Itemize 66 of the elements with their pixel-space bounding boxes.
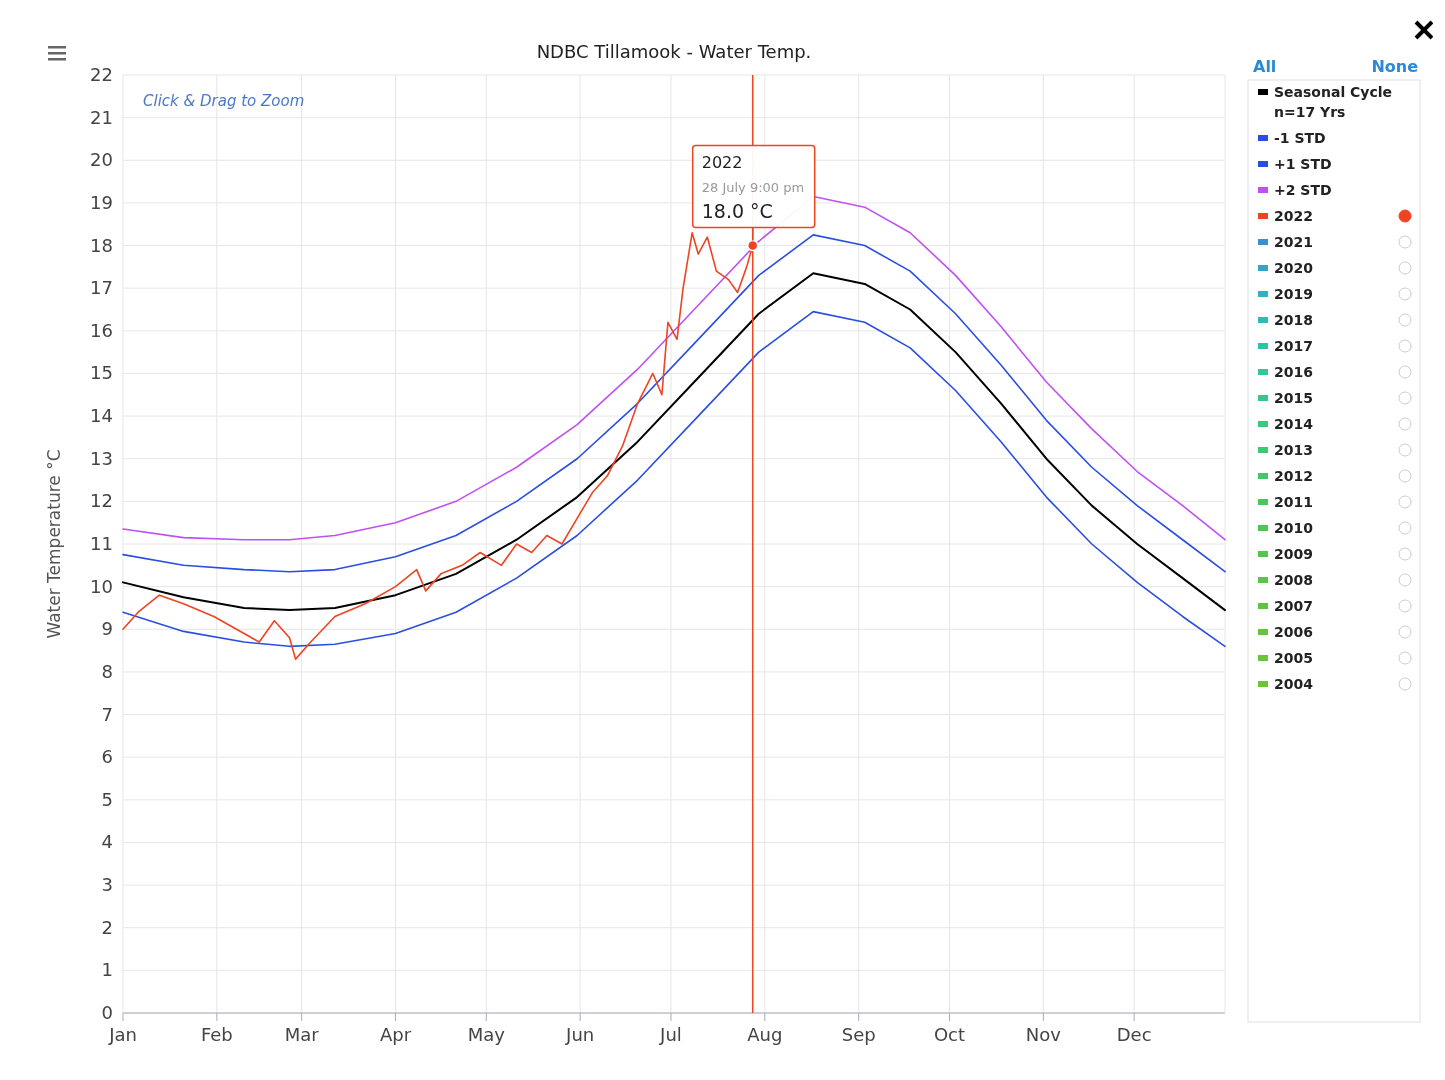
x-tick-label: Mar <box>284 1024 320 1045</box>
text: None <box>1371 57 1419 76</box>
legend-label: 2012 <box>1274 468 1313 484</box>
legend-label: 2014 <box>1274 416 1314 432</box>
y-tick-label: 12 <box>90 490 113 512</box>
annotation: 28 July 9:00 pm <box>701 179 805 195</box>
legend-label: +2 STD <box>1274 182 1332 198</box>
legend-label: 2013 <box>1274 442 1313 458</box>
legend-label: Seasonal Cycle n=17 Yrs <box>1274 84 1393 120</box>
legend-label: -1 STD <box>1274 130 1326 146</box>
x-tick-label: Dec <box>1116 1024 1152 1045</box>
y-axis-title: Water Temperature °C <box>44 449 64 639</box>
x-tick-label: Apr <box>379 1024 412 1045</box>
legend-label: 2015 <box>1274 390 1313 406</box>
legend-label: 2004 <box>1274 676 1314 692</box>
y-tick-label: 13 <box>90 447 113 469</box>
legend-label: 2021 <box>1274 234 1313 250</box>
y-tick-label: 20 <box>90 149 113 171</box>
x-tick-label: May <box>467 1024 506 1045</box>
y-tick-label: 7 <box>101 703 113 725</box>
x-tick-label: Jun <box>565 1024 595 1045</box>
y-tick-label: 18 <box>90 234 113 256</box>
y-tick-label: 21 <box>90 106 113 128</box>
x-tick-label: Jan <box>108 1024 137 1045</box>
y-tick-label: 1 <box>101 959 113 981</box>
y-tick-label: 14 <box>90 405 113 427</box>
y-tick-label: 0 <box>101 1002 113 1023</box>
y-tick-label: 15 <box>90 362 113 384</box>
x-tick-label: Oct <box>933 1024 966 1045</box>
legend-label: 2009 <box>1274 546 1313 562</box>
legend-label: 2007 <box>1274 598 1313 614</box>
y-tick-label: 16 <box>90 319 113 341</box>
y-tick-label: 4 <box>101 831 113 853</box>
y-tick-label: 9 <box>101 618 113 640</box>
annotation: Click & Drag to Zoom <box>143 92 305 110</box>
y-tick-label: 22 <box>90 64 113 85</box>
legend-label: 2008 <box>1274 572 1313 588</box>
legend-label: 2018 <box>1274 312 1313 328</box>
legend-label: +1 STD <box>1274 156 1332 172</box>
legend-label: 2022 <box>1274 208 1313 224</box>
legend-label: 2005 <box>1274 650 1313 666</box>
legend-label: 2020 <box>1274 260 1314 276</box>
y-tick-label: 3 <box>101 874 113 896</box>
legend-label: 2019 <box>1274 286 1313 302</box>
y-tick-label: 6 <box>101 746 113 768</box>
y-tick-label: 5 <box>101 788 113 810</box>
y-tick-label: 11 <box>90 533 113 554</box>
y-tick-label: 10 <box>90 575 113 597</box>
annotation: 2022 <box>701 152 743 172</box>
legend-label: 2016 <box>1274 364 1313 380</box>
legend-label: 2011 <box>1274 494 1313 510</box>
annotation: 18.0 °C <box>701 199 773 222</box>
x-tick-label: Feb <box>200 1024 233 1045</box>
x-tick-label: Jul <box>659 1024 682 1045</box>
x-tick-label: Sep <box>841 1024 876 1045</box>
x-tick-label: Aug <box>747 1024 783 1045</box>
y-tick-label: 2 <box>101 916 113 938</box>
x-tick-label: Nov <box>1025 1024 1062 1045</box>
y-tick-label: 17 <box>90 277 113 299</box>
legend-label: 2010 <box>1274 520 1314 536</box>
legend-label: 2017 <box>1274 338 1313 354</box>
y-tick-label: 19 <box>90 191 113 213</box>
text: All <box>1253 57 1277 76</box>
y-tick-label: 8 <box>101 660 113 682</box>
chart-title: NDBC Tillamook - Water Temp. <box>536 41 812 62</box>
legend-label: 2006 <box>1274 624 1313 640</box>
